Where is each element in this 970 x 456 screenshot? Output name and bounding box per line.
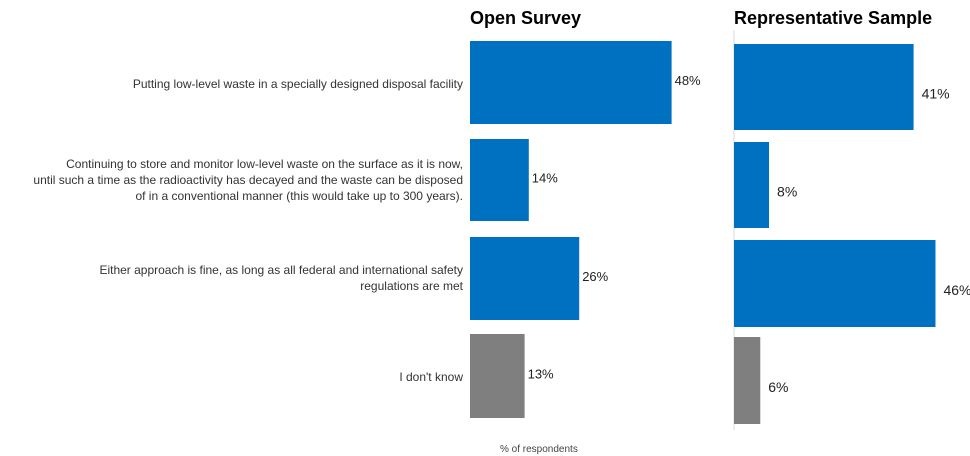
category-label-either-approach: Either approach is fine, as long as all … bbox=[99, 262, 463, 294]
category-label-line: of in a conventional manner (this would … bbox=[135, 189, 463, 203]
category-label-line: until such a time as the radioactivity h… bbox=[33, 173, 463, 187]
category-label-line: Either approach is fine, as long as all … bbox=[99, 263, 463, 277]
representative-sample-bar-3 bbox=[734, 240, 936, 327]
open-survey-data-label-3: 26% bbox=[582, 269, 608, 284]
open-survey-data-label-2: 14% bbox=[532, 170, 558, 185]
representative-sample-data-label-1: 41% bbox=[922, 86, 950, 102]
representative-sample-data-label-4: 6% bbox=[768, 379, 788, 395]
representative-sample-title: Representative Sample bbox=[734, 8, 933, 28]
category-label-dont-know: I don't know bbox=[399, 369, 463, 385]
category-label-line: regulations are met bbox=[360, 279, 463, 293]
open-survey-data-label-1: 48% bbox=[675, 73, 701, 88]
category-label-line: Putting low-level waste in a specially d… bbox=[132, 77, 463, 91]
category-label-line: Continuing to store and monitor low-leve… bbox=[66, 157, 463, 171]
open-survey-bar-1 bbox=[470, 41, 672, 124]
open-survey-title: Open Survey bbox=[470, 8, 582, 28]
representative-sample-data-label-3: 46% bbox=[943, 282, 970, 298]
open-survey-bar-4 bbox=[470, 334, 525, 418]
representative-sample-bar-1 bbox=[734, 44, 914, 130]
representative-sample-bar-2 bbox=[734, 142, 770, 228]
open-survey-bar-3 bbox=[470, 237, 580, 320]
category-label-line: I don't know bbox=[399, 370, 463, 384]
representative-sample-data-label-2: 8% bbox=[777, 184, 797, 200]
category-label-disposal-facility: Putting low-level waste in a specially d… bbox=[133, 76, 463, 92]
x-axis-label: % of respondents bbox=[500, 444, 578, 455]
representative-sample-bar-4 bbox=[734, 337, 761, 424]
open-survey-data-label-4: 13% bbox=[528, 366, 554, 381]
open-survey-bar-2 bbox=[470, 139, 529, 221]
category-label-surface-storage: Continuing to store and monitor low-leve… bbox=[33, 156, 463, 204]
